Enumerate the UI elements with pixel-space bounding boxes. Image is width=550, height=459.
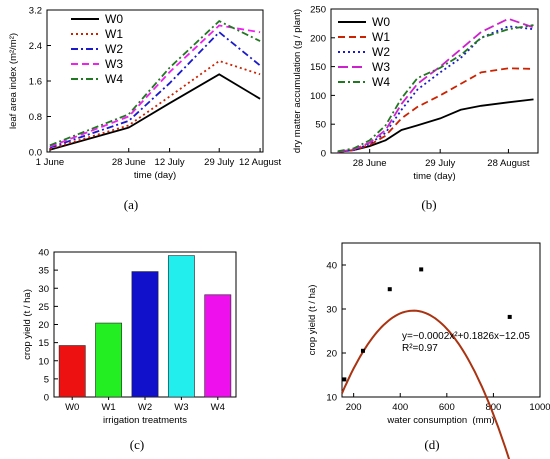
y-axis-label-c: crop yield (t / ha) bbox=[22, 289, 33, 360]
x-tick-label-b: 28 June bbox=[353, 158, 387, 169]
y-axis-label-a: leaf area index (m²/m²) bbox=[8, 33, 19, 129]
y-tick-label-c: 30 bbox=[38, 284, 49, 295]
y-tick-label-b: 100 bbox=[310, 91, 326, 102]
panel-label-b: (b) bbox=[421, 197, 436, 212]
y-tick-label-d: 20 bbox=[326, 349, 337, 360]
x-tick-label-d: 200 bbox=[346, 402, 362, 413]
bar-w3 bbox=[167, 255, 195, 398]
y-tick-label-b: 150 bbox=[310, 62, 326, 73]
series-line-a-w1 bbox=[49, 60, 261, 150]
bar-w0 bbox=[58, 345, 86, 398]
fit-r2: R²=0.97 bbox=[402, 343, 438, 354]
y-axis-label-d: crop yield (t / ha) bbox=[307, 285, 318, 356]
scatter-point bbox=[419, 267, 424, 272]
y-tick-label-c: 25 bbox=[38, 302, 49, 313]
chart-b: 0 50 100 150 200 250 28 June 29 July 28 August W0… bbox=[292, 5, 539, 212]
chart-c: 0 5 10 15 20 25 30 35 40 W0 W1 W2 W3 W4 irrigation tre… bbox=[22, 248, 237, 452]
y-tick-label-a: 1.6 bbox=[29, 77, 42, 88]
fit-curve bbox=[341, 309, 511, 459]
x-tick-label-c: W2 bbox=[138, 402, 152, 413]
x-axis-label-b: time (day) bbox=[413, 171, 455, 182]
x-tick-label-d: 800 bbox=[485, 402, 501, 413]
x-axis-label-d: water consumption (mm) bbox=[386, 415, 494, 426]
x-axis-label-a: time (day) bbox=[134, 170, 176, 181]
x-tick-label-b: 28 August bbox=[487, 158, 530, 169]
x-tick-label-a: 12 August bbox=[239, 157, 282, 168]
fit-equation: y=−0.0002x²+0.1826x−12.05 bbox=[402, 331, 530, 342]
y-tick-label-c: 0 bbox=[44, 393, 49, 404]
y-tick-label-c: 15 bbox=[38, 338, 49, 349]
bar-w2 bbox=[131, 271, 159, 398]
y-tick-label-c: 40 bbox=[38, 248, 49, 259]
legend-label-a: W3 bbox=[105, 57, 123, 71]
chart-a: 0.0 0.8 1.6 2.4 3.2 1 June 28 June 12 July 29 Ju… bbox=[8, 6, 282, 213]
y-tick-label-c: 20 bbox=[38, 320, 49, 331]
scatter-point bbox=[360, 348, 365, 353]
x-tick-label-c: W4 bbox=[211, 402, 225, 413]
y-tick-label-d: 10 bbox=[326, 393, 337, 404]
x-tick-label-c: W1 bbox=[101, 402, 115, 413]
panel-label-d: (d) bbox=[424, 437, 439, 452]
chart-d: 10 20 30 40 200 400 600 800 1000 y=−0.0002x²+0.18… bbox=[307, 242, 550, 459]
y-tick-label-b: 50 bbox=[315, 120, 326, 131]
x-tick-label-a: 1 June bbox=[36, 157, 65, 168]
legend-label-b: W1 bbox=[372, 30, 390, 44]
x-tick-label-c: W3 bbox=[174, 402, 188, 413]
legend-label-b: W0 bbox=[372, 15, 390, 29]
y-axis-label-b: dry matter accumulation (g / plant) bbox=[292, 9, 303, 153]
scatter-point bbox=[387, 287, 392, 292]
x-tick-label-d: 400 bbox=[392, 402, 408, 413]
series-line-b-w2 bbox=[337, 25, 534, 153]
x-tick-label-a: 29 July bbox=[204, 157, 234, 168]
plot-frame-d bbox=[341, 242, 541, 398]
legend-label-b: W2 bbox=[372, 45, 390, 59]
y-tick-label-a: 3.2 bbox=[29, 6, 42, 17]
x-axis-label-c: irrigation treatments bbox=[103, 415, 187, 426]
legend-label-b: W4 bbox=[372, 75, 390, 89]
panel-label-c: (c) bbox=[130, 437, 144, 452]
y-tick-label-b: 0 bbox=[321, 149, 326, 160]
y-tick-label-a: 2.4 bbox=[29, 41, 42, 52]
bar-w4 bbox=[204, 294, 232, 398]
y-tick-label-c: 10 bbox=[38, 356, 49, 367]
y-tick-label-d: 30 bbox=[326, 305, 337, 316]
scatter-point bbox=[342, 377, 347, 382]
y-tick-label-a: 0.8 bbox=[29, 112, 42, 123]
series-line-a-w4 bbox=[49, 20, 261, 147]
legend-label-b: W3 bbox=[372, 60, 390, 74]
y-tick-label-c: 5 bbox=[44, 374, 49, 385]
legend-label-a: W2 bbox=[105, 42, 123, 56]
x-tick-label-a: 12 July bbox=[155, 157, 185, 168]
series-line-a-w2 bbox=[49, 30, 261, 149]
legend-label-a: W0 bbox=[105, 12, 123, 26]
legend-label-a: W4 bbox=[105, 72, 123, 86]
y-tick-label-a: 0.0 bbox=[29, 148, 42, 159]
panel-label-a: (a) bbox=[124, 197, 138, 212]
series-line-b-w3 bbox=[337, 17, 534, 153]
y-tick-label-b: 250 bbox=[310, 5, 326, 16]
series-line-a-w3 bbox=[49, 24, 261, 148]
series-line-a-w0 bbox=[49, 73, 261, 151]
x-tick-label-d: 600 bbox=[439, 402, 455, 413]
x-tick-label-c: W0 bbox=[65, 402, 79, 413]
x-tick-label-d: 1000 bbox=[529, 402, 550, 413]
bar-w1 bbox=[95, 322, 123, 398]
y-tick-label-c: 35 bbox=[38, 266, 49, 277]
y-tick-label-b: 200 bbox=[310, 33, 326, 44]
y-tick-label-d: 40 bbox=[326, 261, 337, 272]
legend-label-a: W1 bbox=[105, 27, 123, 41]
series-line-b-w4 bbox=[337, 24, 534, 153]
plot-frame-b bbox=[330, 8, 539, 154]
x-tick-label-b: 29 July bbox=[425, 158, 455, 169]
scatter-point bbox=[507, 314, 512, 319]
x-tick-label-a: 28 June bbox=[112, 157, 146, 168]
series-line-b-w1 bbox=[337, 67, 534, 153]
